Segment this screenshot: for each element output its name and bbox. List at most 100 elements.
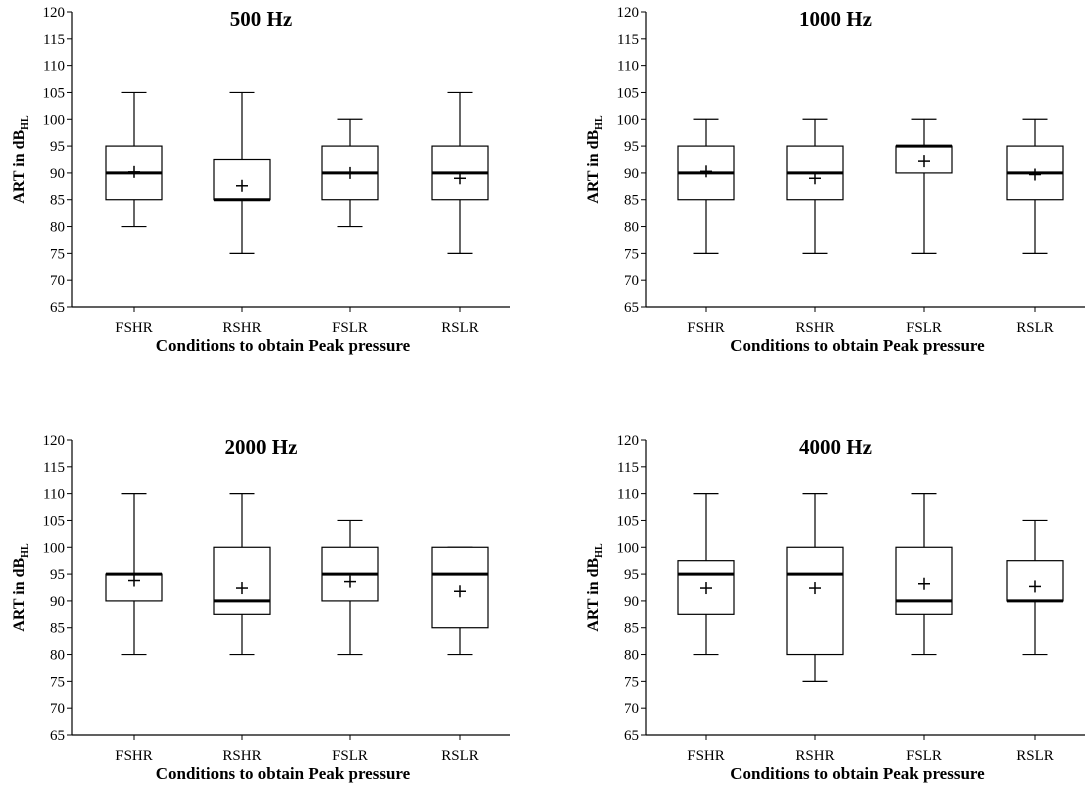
y-tick-label: 70 bbox=[624, 273, 639, 289]
y-tick-label: 95 bbox=[624, 139, 639, 155]
iqr-box bbox=[213, 158, 271, 201]
y-tick-label: 105 bbox=[43, 85, 66, 101]
y-tick-label: 80 bbox=[50, 220, 65, 236]
box-fslr bbox=[895, 493, 953, 656]
y-tick-label: 95 bbox=[624, 567, 639, 583]
y-tick-label: 85 bbox=[50, 621, 65, 637]
y-tick-label: 90 bbox=[50, 166, 65, 182]
y-tick-label: 120 bbox=[617, 5, 640, 21]
x-tick-label: RSHR bbox=[795, 748, 834, 764]
y-tick-label: 110 bbox=[617, 487, 639, 503]
y-tick-label: 65 bbox=[624, 300, 639, 316]
box-rshr bbox=[786, 118, 844, 254]
y-tick-label: 85 bbox=[624, 193, 639, 209]
y-tick-label: 85 bbox=[50, 193, 65, 209]
box-fshr bbox=[677, 118, 735, 254]
y-axis-label: ART in dBHL bbox=[11, 543, 31, 632]
box-rslr bbox=[431, 546, 489, 656]
y-tick-label: 75 bbox=[624, 674, 639, 690]
x-tick-label: RSHR bbox=[222, 748, 261, 764]
y-axis-label: ART in dBHL bbox=[585, 543, 605, 632]
y-tick-label: 100 bbox=[43, 540, 66, 556]
y-tick-label: 115 bbox=[617, 32, 639, 48]
y-tick-label: 95 bbox=[50, 567, 65, 583]
y-tick-label: 65 bbox=[50, 728, 65, 744]
box-rshr bbox=[213, 493, 271, 656]
x-tick-label: FSHR bbox=[115, 320, 153, 336]
y-tick-label: 65 bbox=[50, 300, 65, 316]
x-tick-label: RSHR bbox=[795, 320, 834, 336]
chart-title: 1000 Hz bbox=[799, 7, 872, 31]
y-tick-label: 100 bbox=[617, 112, 640, 128]
x-tick-label: RSLR bbox=[1016, 320, 1054, 336]
y-tick-label: 80 bbox=[50, 648, 65, 664]
box-fslr bbox=[321, 118, 379, 228]
iqr-box bbox=[786, 546, 844, 656]
chart-panel-3: 65 70 75 80 85 90 95 100 105 110 115 120 FSHR RSHR FSL… bbox=[11, 433, 510, 783]
chart-title: 2000 Hz bbox=[225, 435, 298, 459]
chart-panel-4: 65 70 75 80 85 90 95 100 105 110 115 120 FSHR RSHR FSL… bbox=[585, 433, 1085, 783]
x-tick-label: FSLR bbox=[332, 748, 368, 764]
y-tick-label: 90 bbox=[624, 166, 639, 182]
y-tick-label: 120 bbox=[617, 433, 640, 449]
box-fshr bbox=[105, 493, 163, 656]
box-fslr bbox=[321, 519, 379, 656]
y-tick-label: 105 bbox=[43, 513, 66, 529]
y-tick-label: 75 bbox=[624, 246, 639, 262]
x-axis-label: Conditions to obtain Peak pressure bbox=[730, 336, 985, 355]
box-fshr bbox=[105, 91, 163, 228]
box-fshr bbox=[677, 493, 735, 656]
box-rslr bbox=[1006, 519, 1064, 656]
x-tick-label: FSLR bbox=[906, 320, 942, 336]
box-rshr bbox=[786, 493, 844, 682]
y-tick-label: 110 bbox=[617, 59, 639, 75]
x-tick-label: RSLR bbox=[441, 320, 479, 336]
y-tick-label: 105 bbox=[617, 513, 640, 529]
x-tick-label: FSLR bbox=[332, 320, 368, 336]
y-tick-label: 115 bbox=[43, 460, 65, 476]
y-tick-label: 75 bbox=[50, 246, 65, 262]
y-tick-label: 110 bbox=[43, 487, 65, 503]
y-tick-label: 85 bbox=[624, 621, 639, 637]
y-tick-label: 120 bbox=[43, 5, 66, 21]
iqr-box bbox=[105, 573, 163, 602]
y-tick-label: 90 bbox=[624, 594, 639, 610]
y-tick-label: 115 bbox=[617, 460, 639, 476]
y-tick-label: 75 bbox=[50, 674, 65, 690]
y-tick-label: 120 bbox=[43, 433, 66, 449]
y-tick-label: 110 bbox=[43, 59, 65, 75]
y-tick-label: 105 bbox=[617, 85, 640, 101]
chart-title: 500 Hz bbox=[230, 7, 292, 31]
y-tick-label: 95 bbox=[50, 139, 65, 155]
chart-panel-1: 65 70 75 80 85 90 95 100 105 110 115 120 FSHR RSHR FSL… bbox=[11, 5, 510, 355]
chart-title: 4000 Hz bbox=[799, 435, 872, 459]
y-tick-label: 65 bbox=[624, 728, 639, 744]
y-tick-label: 70 bbox=[624, 701, 639, 717]
box-rslr bbox=[1006, 118, 1064, 254]
y-axis-label: ART in dBHL bbox=[585, 115, 605, 204]
box-fslr bbox=[895, 118, 953, 254]
x-tick-label: RSHR bbox=[222, 320, 261, 336]
x-tick-label: FSHR bbox=[687, 748, 725, 764]
x-axis-label: Conditions to obtain Peak pressure bbox=[156, 336, 411, 355]
y-tick-label: 70 bbox=[50, 701, 65, 717]
iqr-box bbox=[213, 546, 271, 615]
y-tick-label: 115 bbox=[43, 32, 65, 48]
x-tick-label: FSHR bbox=[687, 320, 725, 336]
y-axis-label: ART in dBHL bbox=[11, 115, 31, 204]
x-tick-label: RSLR bbox=[1016, 748, 1054, 764]
x-tick-label: FSLR bbox=[906, 748, 942, 764]
x-axis-label: Conditions to obtain Peak pressure bbox=[730, 764, 985, 783]
y-tick-label: 80 bbox=[624, 648, 639, 664]
y-tick-label: 100 bbox=[617, 540, 640, 556]
y-tick-label: 70 bbox=[50, 273, 65, 289]
box-rslr bbox=[431, 91, 489, 254]
x-tick-label: FSHR bbox=[115, 748, 153, 764]
chart-panel-2: 65 70 75 80 85 90 95 100 105 110 115 120 FSHR RSHR FSL… bbox=[585, 5, 1085, 355]
x-tick-label: RSLR bbox=[441, 748, 479, 764]
y-tick-label: 100 bbox=[43, 112, 66, 128]
y-tick-label: 90 bbox=[50, 594, 65, 610]
box-rshr bbox=[213, 91, 271, 254]
x-axis-label: Conditions to obtain Peak pressure bbox=[156, 764, 411, 783]
